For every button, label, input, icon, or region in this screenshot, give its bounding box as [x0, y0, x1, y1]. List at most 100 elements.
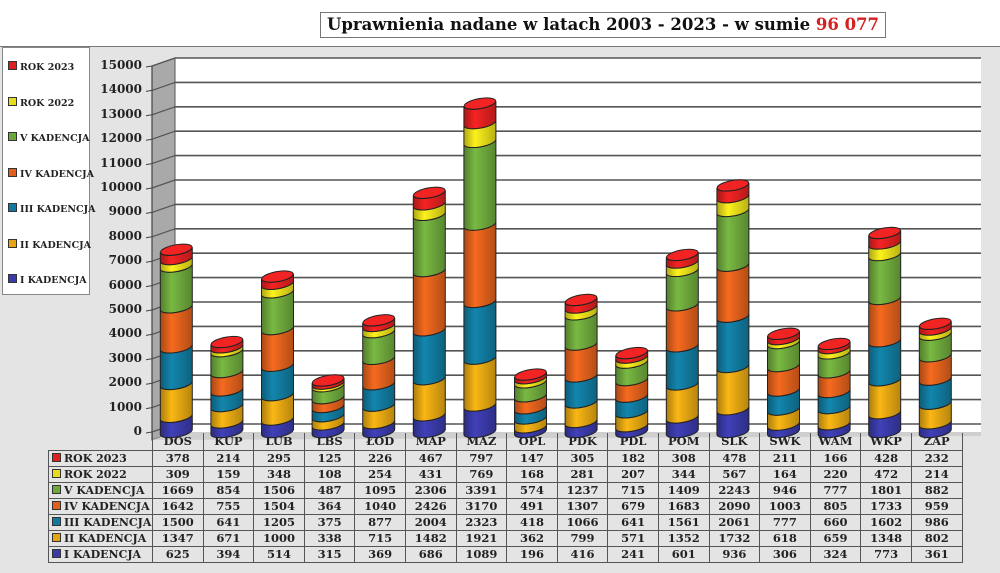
row-label: IV KADENCJA [48, 498, 153, 515]
bar-top-cap [716, 179, 750, 192]
table-cell: 220 [809, 466, 862, 483]
column-header: PDL [607, 433, 659, 451]
row-label: I KADENCJA [48, 546, 153, 563]
table-cell: 295 [253, 450, 305, 467]
table-cell: 1409 [657, 482, 710, 499]
chart-legend: ROK 2023 ROK 2022 V KADENCJA IV KADENCJA III… [2, 47, 95, 295]
table-cell: 755 [202, 498, 255, 515]
gridline-side [151, 179, 176, 189]
table-cell: 686 [404, 546, 457, 563]
gridline-side [151, 130, 176, 140]
table-cell: 769 [455, 466, 508, 483]
row-swatch [52, 453, 61, 462]
bar-OPL [513, 368, 547, 439]
chart-title-total: 96 077 [815, 15, 880, 34]
table-cell: 196 [506, 546, 558, 563]
table-cell: 164 [759, 466, 811, 483]
bar-DOS [159, 243, 193, 439]
y-tick-label: 11000 [100, 155, 142, 170]
table-cell: 1003 [759, 498, 811, 515]
table-cell: 877 [354, 514, 406, 531]
bar-segment-v-kadencja [716, 208, 750, 272]
table-cell: 1561 [657, 514, 710, 531]
column-header: ŁOD [354, 433, 406, 451]
table-cell: 797 [455, 450, 508, 467]
table-row: ROK 2022 309 159 348 108 254 431 769 168 281 207 34… [48, 466, 963, 483]
table-cell: 226 [354, 450, 406, 467]
table-cell: 936 [708, 546, 761, 563]
table-cell: 1040 [354, 498, 406, 515]
bar-LBS [311, 374, 345, 439]
bar-PDL [615, 346, 649, 439]
table-cell: 207 [607, 466, 659, 483]
table-cell: 1089 [455, 546, 508, 563]
table-cell: 2306 [404, 482, 457, 499]
legend-item: V KADENCJA [8, 132, 90, 144]
row-label: III KADENCJA [48, 514, 153, 531]
column-header: LBS [303, 433, 356, 451]
legend-label: II KADENCJA [20, 239, 92, 251]
row-swatch [52, 517, 61, 526]
bar-SLK [716, 179, 750, 439]
table-cell: 986 [910, 514, 963, 531]
gridline-side [151, 228, 176, 238]
tick-mark [145, 407, 153, 410]
row-swatch [52, 501, 61, 510]
legend-label: IV KADENCJA [20, 168, 94, 180]
table-row: IV KADENCJA 1642 755 1504 364 1040 2426 3170 491… [48, 498, 963, 515]
tick-mark [145, 382, 153, 385]
bar-top-cap [261, 270, 294, 283]
table-cell: 805 [809, 498, 862, 515]
table-cell: 3170 [455, 498, 508, 515]
table-cell: 281 [556, 466, 609, 483]
bar-ŁOD [362, 314, 396, 439]
bar-segment-iv-kadencja [716, 262, 750, 323]
tick-mark [145, 285, 153, 288]
table-cell: 214 [202, 450, 255, 467]
bar-PDK [564, 293, 598, 439]
table-cell: 308 [657, 450, 710, 467]
bar-MAZ [463, 97, 497, 439]
gridline-side [151, 106, 176, 116]
legend-swatch [8, 132, 17, 141]
table-cell: 1683 [657, 498, 710, 515]
table-cell: 514 [253, 546, 305, 563]
table-corner [49, 433, 153, 451]
y-tick-label: 13000 [100, 106, 142, 121]
column-header: KUP [202, 433, 255, 451]
bar-top-cap [564, 293, 598, 307]
y-tick-label: 5000 [108, 302, 142, 316]
chart-title-text: Uprawnienia nadane w latach 2003 - 2023 … [327, 15, 816, 34]
table-cell: 431 [404, 466, 457, 483]
table-cell: 1307 [556, 498, 609, 515]
column-header: OPL [506, 433, 558, 451]
bar-top-cap [817, 337, 851, 351]
table-row: I KADENCJA 625 394 514 315 369 686 1089 196 416 24… [48, 546, 963, 563]
table-cell: 1504 [253, 498, 305, 515]
table-cell: 641 [202, 514, 255, 531]
table-cell: 108 [303, 466, 356, 483]
legend-item: II KADENCJA [8, 238, 92, 251]
table-cell: 574 [506, 482, 558, 499]
bar-top-cap [311, 374, 345, 387]
tick-mark [145, 89, 153, 92]
table-cell: 715 [354, 530, 406, 547]
bar-segment-iii-kadencja [412, 327, 446, 386]
legend-swatch [8, 61, 17, 70]
gridline-side [151, 203, 176, 213]
gridline-side [151, 155, 176, 165]
y-tick-label: 2000 [108, 375, 142, 390]
column-header: WKP [860, 433, 912, 451]
legend-label: I KADENCJA [20, 275, 87, 286]
table-cell: 394 [202, 546, 255, 563]
legend-item: I KADENCJA [8, 274, 87, 286]
table-cell: 147 [506, 450, 558, 467]
data-table: DOS KUP LUB LBS ŁOD MAP MAZ OPL PDK PDL POM SLK SWK W… [48, 433, 963, 563]
table-cell: 715 [607, 482, 659, 499]
table-cell: 1733 [860, 498, 912, 515]
table-cell: 641 [607, 514, 659, 531]
bar-top-cap [362, 314, 395, 327]
bar-top-cap [514, 368, 547, 381]
table-cell: 1066 [556, 514, 609, 531]
table-cell: 2243 [708, 482, 761, 499]
